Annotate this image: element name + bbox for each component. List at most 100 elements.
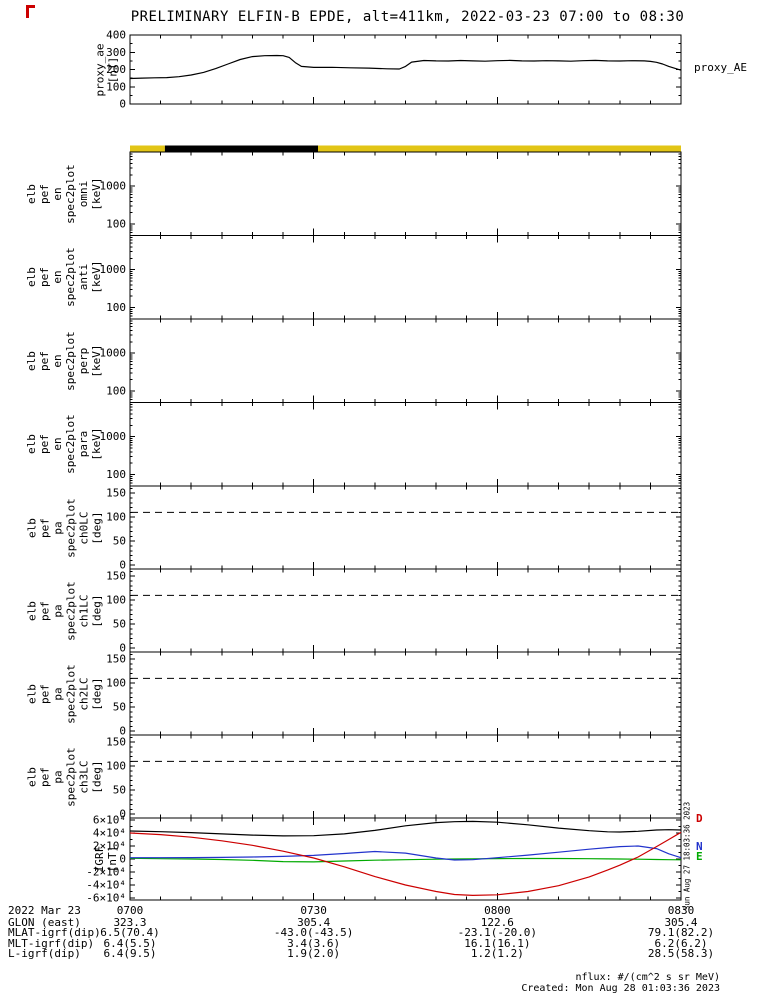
y-tick-label: 150 <box>106 487 126 500</box>
panel-en-spec2plot-1: 1000 100 <box>100 235 682 320</box>
footer-row-label: GLON (east) <box>8 915 81 929</box>
time-tick-label: 0730 <box>300 904 327 917</box>
pa-spec-ylabel-3: elb pef pa spec2plot ch3LC [deg] <box>25 746 103 807</box>
time-tick-label: 0800 <box>484 904 511 917</box>
igrf-component-label-E: E <box>696 850 703 863</box>
y-tick-label: 1000 <box>100 263 127 276</box>
y-tick-label: 0 <box>119 642 126 655</box>
corner-marker <box>26 5 35 18</box>
y-tick-label: 100 <box>106 594 126 607</box>
y-tick-label: 100 <box>106 301 126 314</box>
panel-en-spec2plot-3: 1000 100 <box>100 402 682 487</box>
footer-row-label: MLAT-igrf(dip) <box>8 926 101 939</box>
y-tick-label: 100 <box>106 760 126 773</box>
y-tick-label: 6×10⁴ <box>93 814 126 827</box>
status-bar <box>130 145 681 152</box>
footer-value: 6.5(70.4) <box>100 926 160 939</box>
footer-value: 6.4(9.5) <box>103 947 157 960</box>
y-tick-label: 50 <box>113 784 126 797</box>
footer-value: 305.4 <box>664 915 698 929</box>
pa-spec-ylabel-1: elb pef pa spec2plot ch1LC [deg] <box>25 580 103 641</box>
footer-value: 122.6 <box>480 915 514 929</box>
proxy-ae-line <box>129 54 682 80</box>
y-tick-label: 4×10⁴ <box>93 827 126 840</box>
y-tick-label: 0 <box>119 559 126 572</box>
igrf-line-D <box>129 831 682 897</box>
time-tick-label: 0830 <box>667 904 695 917</box>
date-label: 2022 Mar 23 <box>8 904 81 917</box>
igrf-component-label-N: N <box>696 840 703 853</box>
proxy-ae-ylabel: proxy_ae [nT] <box>93 43 119 96</box>
footer-row-label: L-igrf(dip) <box>8 947 81 960</box>
y-tick-label: 100 <box>106 677 126 690</box>
en-spec-ylabel-3: elb pef en spec2plot para [keV] <box>25 414 103 475</box>
y-tick-label: 50 <box>113 701 126 714</box>
y-tick-label: 1000 <box>100 347 127 360</box>
y-tick-label: 100 <box>106 385 126 398</box>
y-tick-label: 300 <box>106 46 126 59</box>
y-tick-label: 100 <box>106 511 126 524</box>
footer-value: 305.4 <box>297 915 331 929</box>
panel-proxy-ae: 400 300 200 100 0 <box>106 29 682 111</box>
y-tick-label: 150 <box>106 653 126 666</box>
status-bar-segment <box>318 145 681 152</box>
pa-spec-ylabel-2: elb pef pa spec2plot ch2LC [deg] <box>25 663 103 724</box>
y-tick-label: 0 <box>119 98 126 111</box>
igrf-ylabel: IGRF [nT] <box>93 845 119 873</box>
y-tick-label: 150 <box>106 736 126 749</box>
footer-row-label: MLT-igrf(dip) <box>8 936 95 950</box>
footer-value: -23.1(-20.0) <box>457 926 538 939</box>
status-bar-segment <box>130 145 165 152</box>
y-tick-label: 0 <box>119 725 126 738</box>
panel-en-spec2plot-0: 1000 100 <box>100 151 682 236</box>
y-tick-label: 0 <box>119 853 126 866</box>
footer-value: 1.9(2.0) <box>287 947 341 960</box>
footer-value: 1.2(1.2) <box>470 947 524 960</box>
footer-value: -43.0(-43.5) <box>273 926 354 939</box>
footer-value: 79.1(82.2) <box>647 926 715 939</box>
panel-en-spec2plot-2: 1000 100 <box>100 318 682 403</box>
en-spec-ylabel-1: elb pef en spec2plot anti [keV] <box>25 247 103 308</box>
y-tick-label: 2×10⁴ <box>93 840 126 853</box>
pa-spec-ylabel-0: elb pef pa spec2plot ch0LC [deg] <box>25 497 103 558</box>
created-timestamp: Created: Mon Aug 28 01:03:36 2023 <box>521 983 720 994</box>
plot-side-timestamp: Sun Aug 27 18:03:36 2023 <box>682 801 692 911</box>
y-tick-label: -2×10⁴ <box>86 866 126 879</box>
panel-pa-spec2plot-0: 150 100 50 0 <box>106 485 682 572</box>
y-tick-label: -6×10⁴ <box>86 892 126 905</box>
en-spec-ylabel-0: elb pef en spec2plot omni [keV] <box>25 163 103 224</box>
y-tick-label: -4×10⁴ <box>86 879 126 892</box>
footer-value: 323.3 <box>113 915 147 929</box>
y-tick-label: 100 <box>106 80 126 93</box>
y-tick-label: 200 <box>106 63 126 76</box>
status-bar-segment <box>164 145 318 152</box>
y-tick-label: 400 <box>106 29 126 42</box>
y-tick-label: 0 <box>119 808 126 821</box>
igrf-component-label-D: D <box>696 812 703 825</box>
footer-value: 28.5(58.3) <box>647 947 715 960</box>
time-tick-label: 0700 <box>116 904 144 917</box>
footer-value: 16.1(16.1) <box>464 936 531 950</box>
proxy-ae-right-label: proxy_AE <box>694 61 747 74</box>
footer-value: 6.4(5.5) <box>103 936 157 950</box>
footer-value: 3.4(3.6) <box>287 936 341 950</box>
plot-title: PRELIMINARY ELFIN-B EPDE, alt=411km, 202… <box>130 9 685 25</box>
y-tick-label: 1000 <box>100 180 127 193</box>
y-tick-label: 1000 <box>100 430 127 443</box>
panel-pa-spec2plot-3: 150 100 50 0 <box>106 734 682 821</box>
igrf-line-E <box>129 857 682 863</box>
en-spec-ylabel-2: elb pef en spec2plot perp [keV] <box>25 330 103 391</box>
igrf-line-unlabeled_black <box>129 820 682 837</box>
panel-pa-spec2plot-2: 150 100 50 0 <box>106 651 682 738</box>
y-tick-label: 100 <box>106 218 126 231</box>
y-tick-label: 50 <box>113 535 126 548</box>
y-tick-label: 150 <box>106 570 126 583</box>
panel-pa-spec2plot-1: 150 100 50 0 <box>106 568 682 655</box>
footer-value: 6.2(6.2) <box>654 936 708 950</box>
y-tick-label: 50 <box>113 618 126 631</box>
flux-units-note: nflux: #/(cm^2 s sr MeV) <box>575 972 721 983</box>
igrf-line-N <box>130 845 682 861</box>
